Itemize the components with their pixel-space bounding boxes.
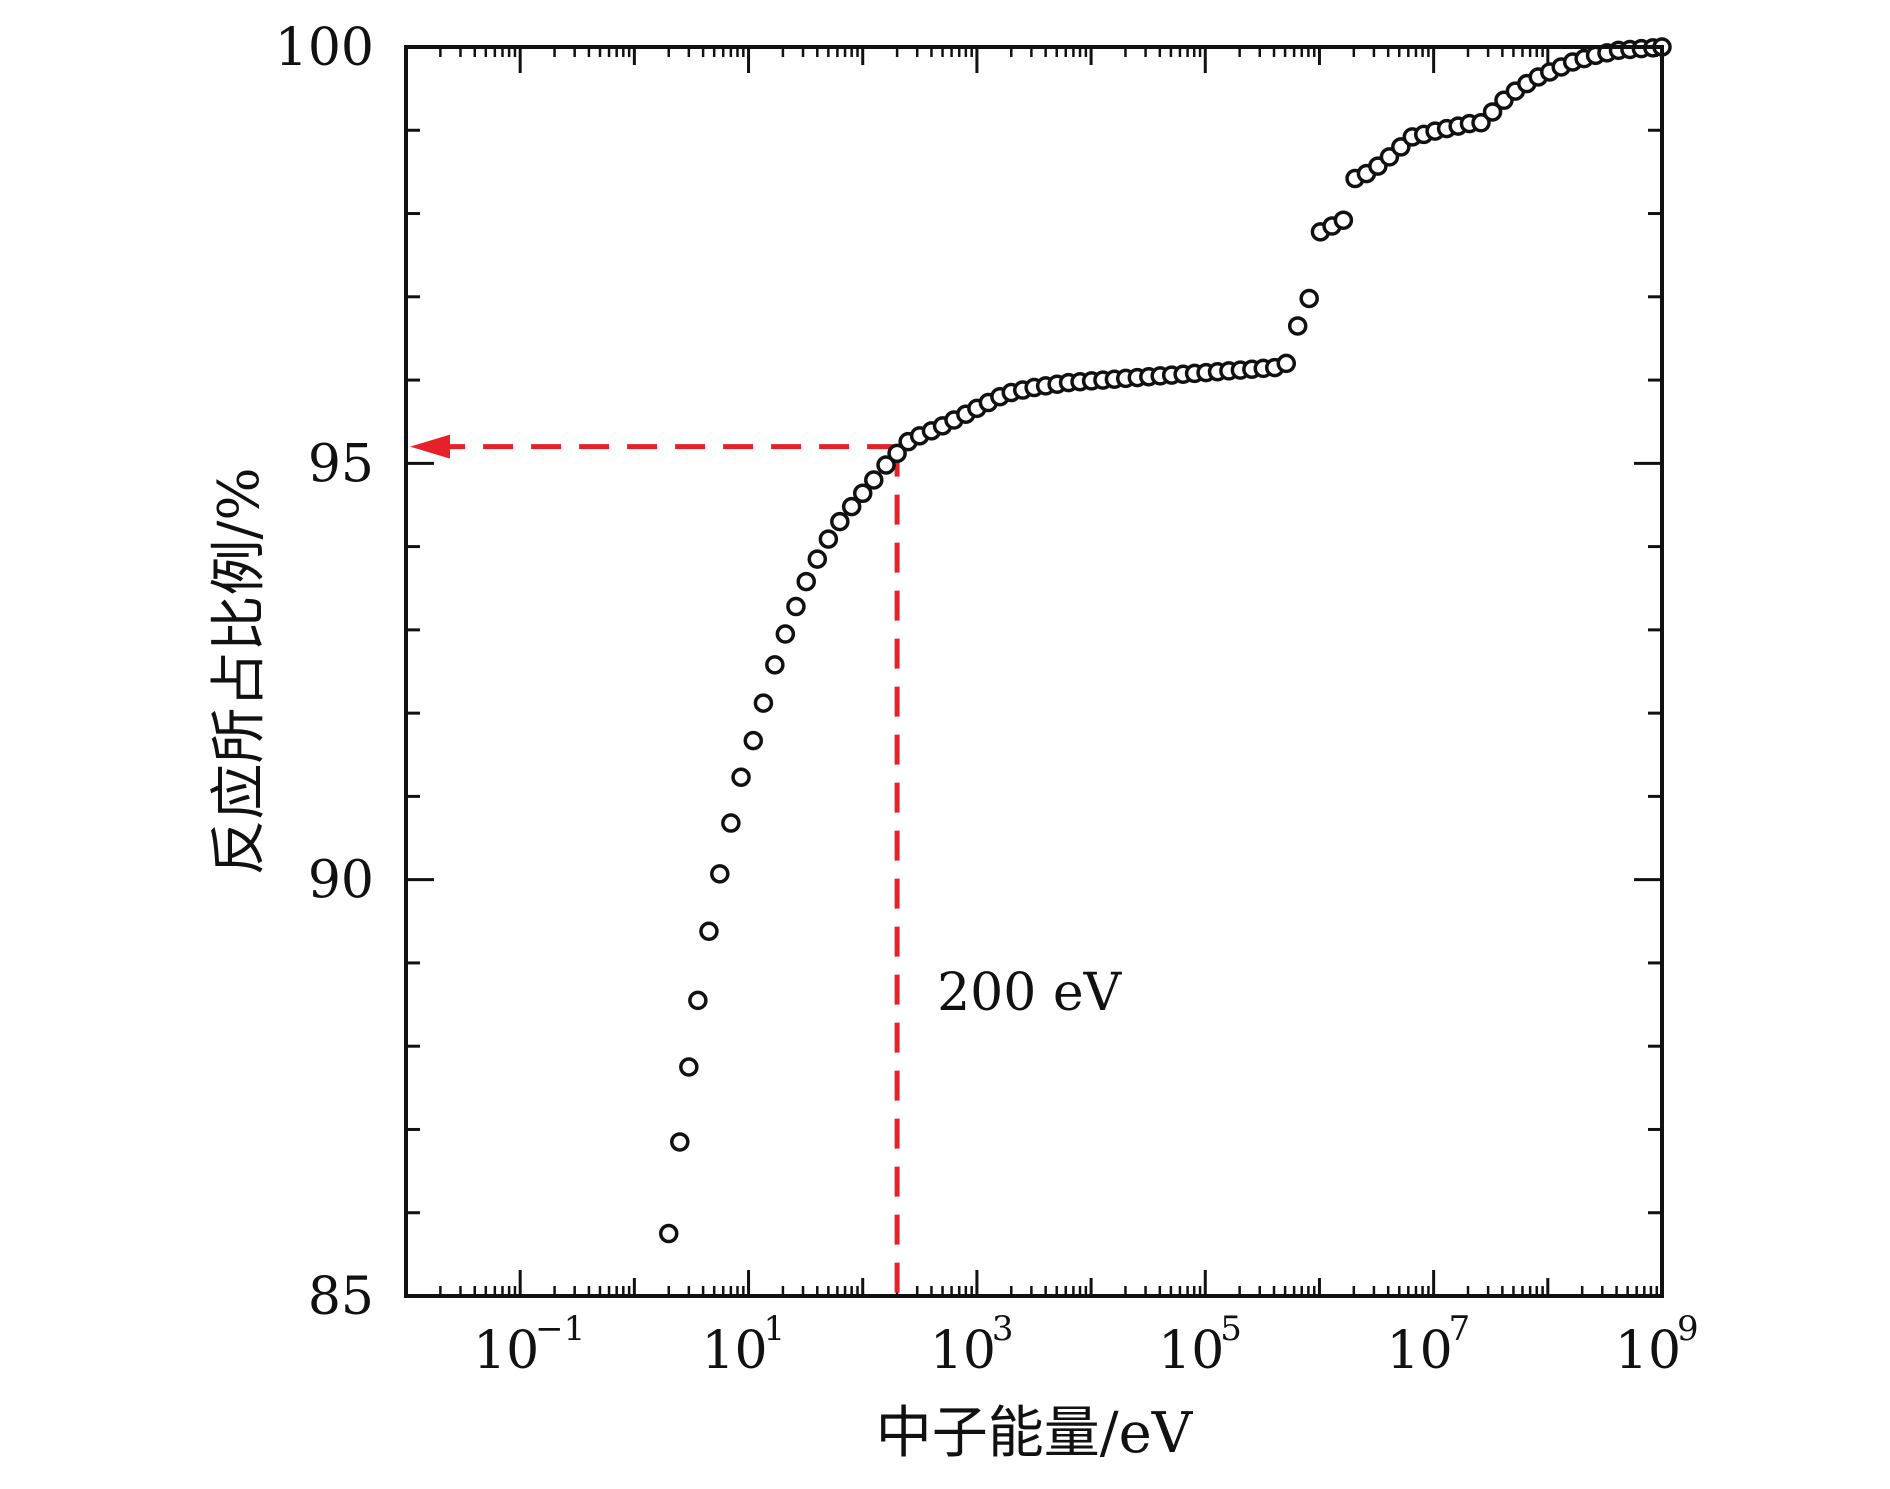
y-tick-label: 90 <box>308 851 374 911</box>
data-point <box>887 443 907 464</box>
data-point <box>876 455 896 475</box>
x-tick-exponent: 9 <box>1677 1309 1699 1349</box>
x-tick-exponent: 5 <box>1220 1309 1242 1349</box>
x-tick-label: 10 <box>1387 1321 1453 1381</box>
data-point <box>818 529 839 549</box>
y-axis-title: 反应所占比例/% <box>207 467 272 875</box>
data-point <box>710 864 730 884</box>
plot-frame <box>404 45 1664 1298</box>
x-tick-label: 10 <box>701 1321 767 1381</box>
data-point <box>753 693 774 713</box>
x-tick-label: 10 <box>473 1321 539 1381</box>
y-tick-label: 85 <box>308 1267 374 1327</box>
x-tick-labels: 10−1 101 103 105 107 109 <box>473 1309 1699 1381</box>
x-tick-exponent: 7 <box>1449 1309 1471 1349</box>
data-point <box>765 655 785 675</box>
data-point <box>721 813 741 833</box>
data-point <box>786 596 806 617</box>
axis-ticks <box>404 45 1664 1298</box>
data-point <box>743 730 764 751</box>
y-tick-label: 100 <box>275 18 374 78</box>
data-points <box>658 37 1672 1244</box>
data-point <box>1276 353 1297 374</box>
annotation-label: 200 eV <box>937 963 1123 1023</box>
data-point <box>731 767 751 787</box>
annotation-guides <box>410 434 900 1296</box>
data-point <box>688 990 708 1011</box>
data-point <box>841 496 862 517</box>
data-point <box>807 549 828 569</box>
x-tick-label: 10 <box>930 1321 996 1381</box>
data-point <box>1333 210 1354 230</box>
x-tick-label: 10 <box>1158 1321 1224 1381</box>
x-tick-label: 10 <box>1615 1321 1681 1381</box>
data-point <box>679 1057 699 1077</box>
x-tick-exponent: −1 <box>535 1309 585 1349</box>
data-point <box>1482 102 1503 122</box>
y-tick-label: 95 <box>308 434 374 494</box>
data-point <box>775 624 796 644</box>
data-point <box>1471 113 1491 133</box>
data-point <box>670 1132 690 1152</box>
data-point <box>830 511 850 532</box>
data-point <box>1287 316 1308 336</box>
data-point <box>699 921 719 942</box>
data-point <box>864 470 884 490</box>
data-point <box>796 571 816 592</box>
data-point <box>658 1223 679 1244</box>
x-tick-exponent: 1 <box>764 1309 786 1349</box>
x-tick-exponent: 3 <box>992 1309 1014 1349</box>
data-point <box>1299 288 1319 309</box>
y-tick-labels: 85 90 95 100 <box>275 18 374 1327</box>
data-point <box>852 483 873 504</box>
annotation-arrowhead <box>410 434 450 459</box>
x-axis-title: 中子能量/eV <box>876 1401 1194 1466</box>
